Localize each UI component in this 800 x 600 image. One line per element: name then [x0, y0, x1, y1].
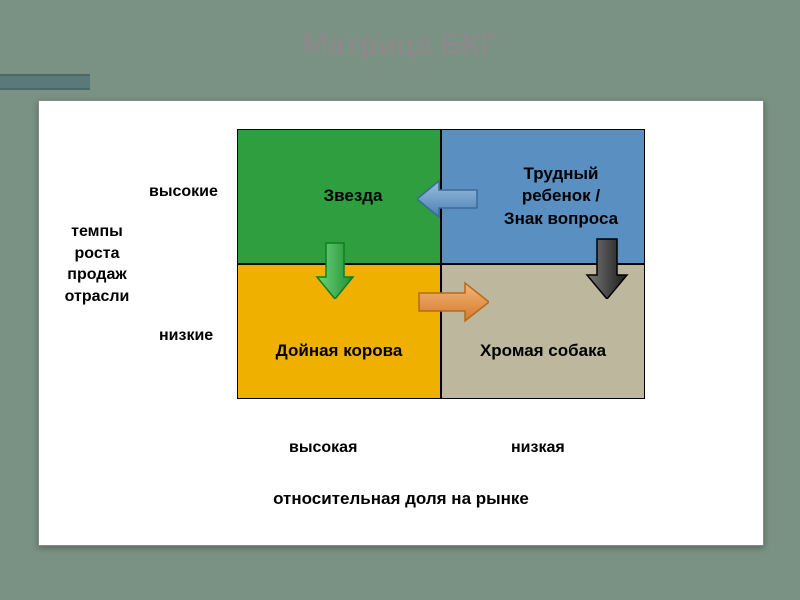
accent-stripe	[0, 74, 90, 90]
arrow-left-icon	[417, 179, 479, 219]
arrow-right-icon	[417, 281, 489, 323]
arrow-down-green-icon	[315, 241, 355, 299]
y-label-high: высокие	[149, 183, 218, 201]
title-bar: Матрица БКГ	[0, 0, 800, 90]
quadrant-label: Звезда	[295, 185, 382, 207]
y-label-low: низкие	[159, 327, 213, 345]
quadrant-label: Трудный ребенок / Знак вопроса	[468, 163, 618, 229]
bcg-matrix: Звезда Трудный ребенок / Знак вопроса До…	[237, 129, 645, 399]
quadrant-label: Хромая собака	[480, 300, 606, 362]
x-label-low: низкая	[511, 439, 565, 457]
x-axis-title: относительная доля на рынке	[39, 489, 763, 509]
y-axis-title: темпы роста продаж отрасли	[47, 221, 147, 307]
quadrant-label: Дойная корова	[276, 300, 403, 362]
x-label-high: высокая	[289, 439, 357, 457]
slide-canvas: темпы роста продаж отрасли высокие низки…	[38, 100, 764, 546]
page-title: Матрица БКГ	[303, 28, 497, 62]
arrow-down-black-icon	[585, 237, 629, 299]
